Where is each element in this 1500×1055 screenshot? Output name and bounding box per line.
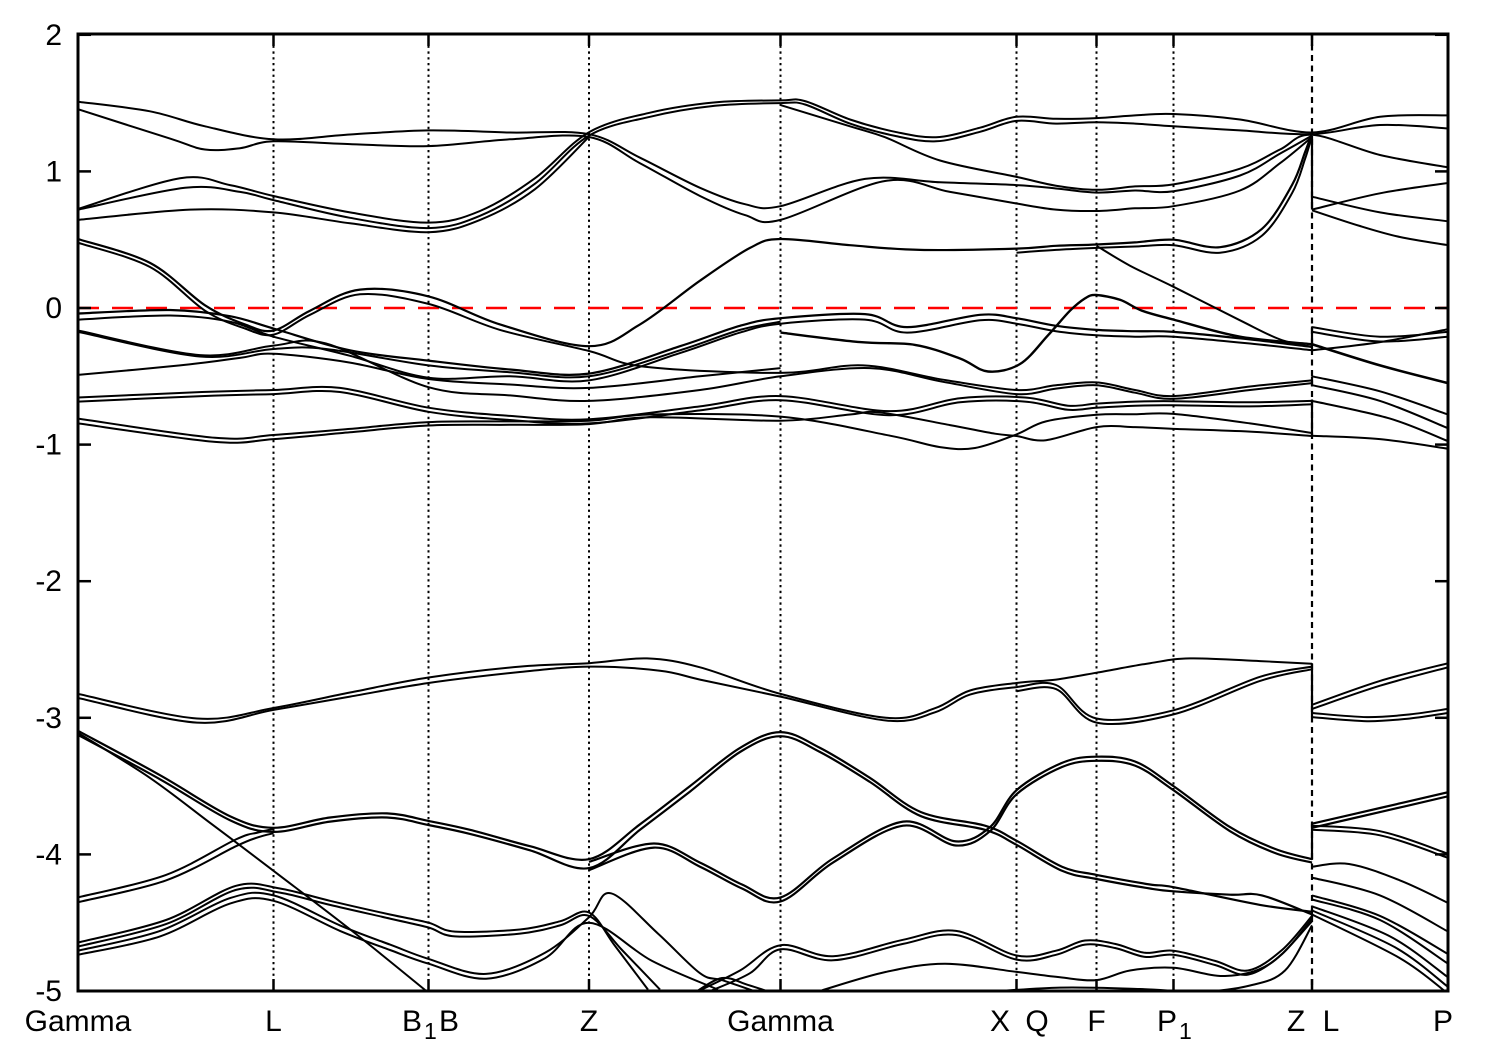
svg-text:Z: Z [580,1005,598,1038]
svg-text:1: 1 [45,155,62,188]
svg-text:X: X [990,1005,1010,1038]
svg-text:Gamma: Gamma [727,1005,834,1038]
svg-text:1: 1 [1179,1018,1192,1044]
svg-text:-1: -1 [35,429,62,462]
svg-text:F: F [1087,1005,1105,1038]
svg-text:-5: -5 [35,975,62,1008]
svg-text:Q: Q [1025,1005,1048,1038]
svg-text:L: L [265,1005,282,1038]
svg-text:Gamma: Gamma [25,1005,132,1038]
svg-text:-2: -2 [35,565,62,598]
svg-text:B: B [439,1005,459,1038]
svg-text:P: P [1157,1005,1177,1038]
svg-text:2: 2 [45,19,62,52]
svg-text:P: P [1433,1005,1453,1038]
svg-text:Z: Z [1287,1005,1305,1038]
svg-text:B: B [402,1005,422,1038]
svg-text:0: 0 [45,292,62,325]
svg-text:L: L [1323,1005,1340,1038]
svg-text:1: 1 [424,1018,437,1044]
svg-text:-3: -3 [35,702,62,735]
svg-text:-4: -4 [35,838,62,871]
